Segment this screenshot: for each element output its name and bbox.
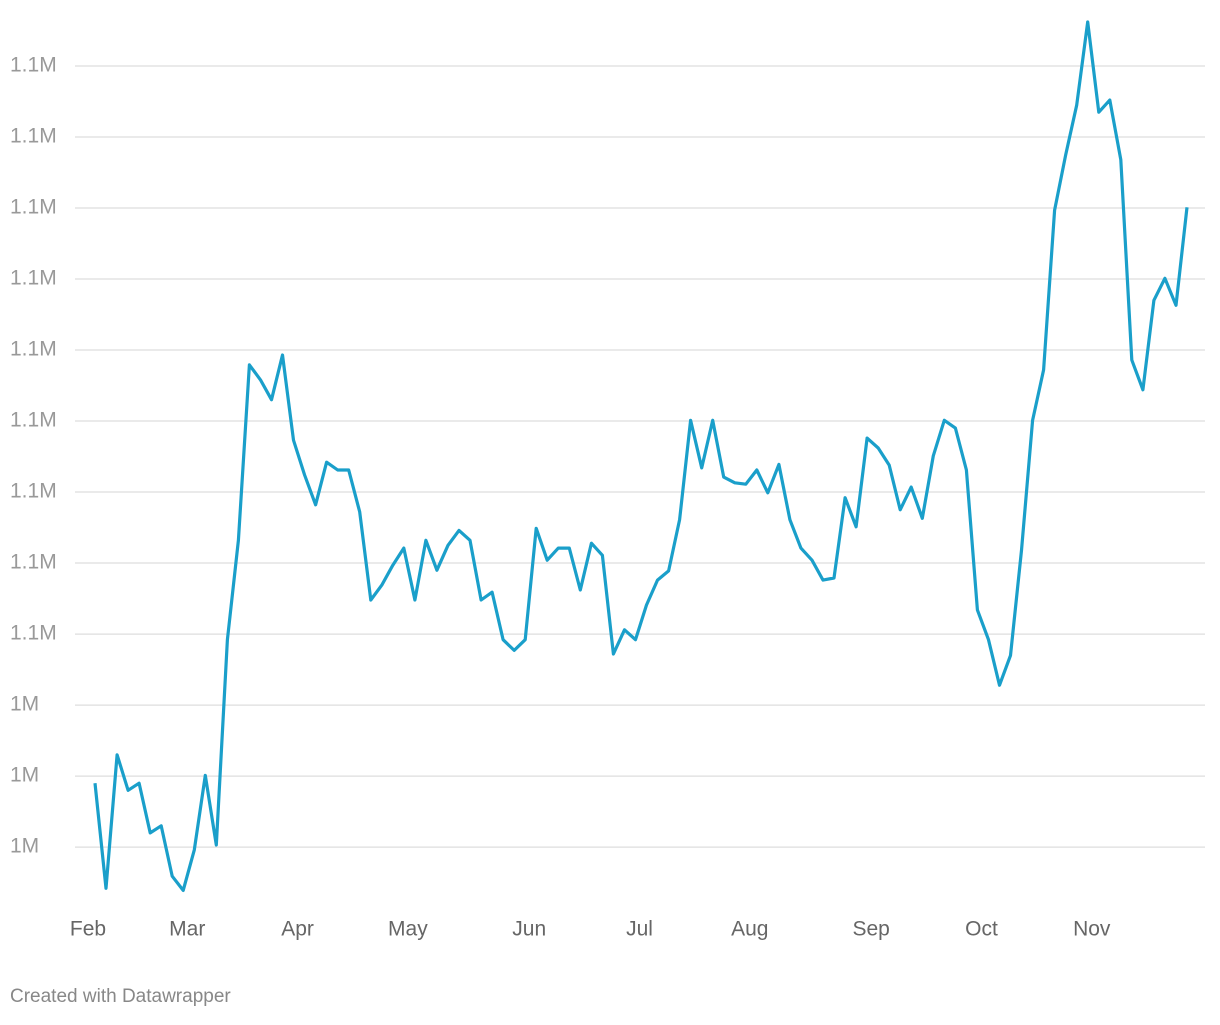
x-tick-label: Jun — [512, 918, 546, 941]
y-tick-label: 1M — [10, 693, 39, 716]
footer: Created with Datawrapper — [10, 986, 231, 1007]
x-tick-label: Apr — [281, 918, 314, 941]
line — [93, 20, 1189, 892]
y-tick-label: 1.1M — [10, 196, 57, 219]
y-tick-label: 1.1M — [10, 267, 57, 290]
x-tick-label: Mar — [169, 918, 205, 941]
x-tick-label: Sep — [852, 918, 889, 941]
y-tick-label: 1M — [10, 835, 39, 858]
x-tick-label: Aug — [731, 918, 768, 941]
y-tick-label: 1.1M — [10, 409, 57, 432]
y-tick-label: 1.1M — [10, 54, 57, 77]
x-tick-label: May — [388, 918, 428, 941]
y-tick-label: 1.1M — [10, 622, 57, 645]
x-tick-label: Oct — [965, 918, 998, 941]
y-tick-label: 1.1M — [10, 480, 57, 503]
x-tick-label: Feb — [70, 918, 106, 941]
y-tick-label: 1M — [10, 764, 39, 787]
y-tick-label: 1.1M — [10, 125, 57, 148]
x-tick-label: Jul — [626, 918, 653, 941]
y-tick-label: 1.1M — [10, 338, 57, 361]
x-tick-label: Nov — [1073, 918, 1111, 941]
y-tick-label: 1.1M — [10, 551, 57, 574]
